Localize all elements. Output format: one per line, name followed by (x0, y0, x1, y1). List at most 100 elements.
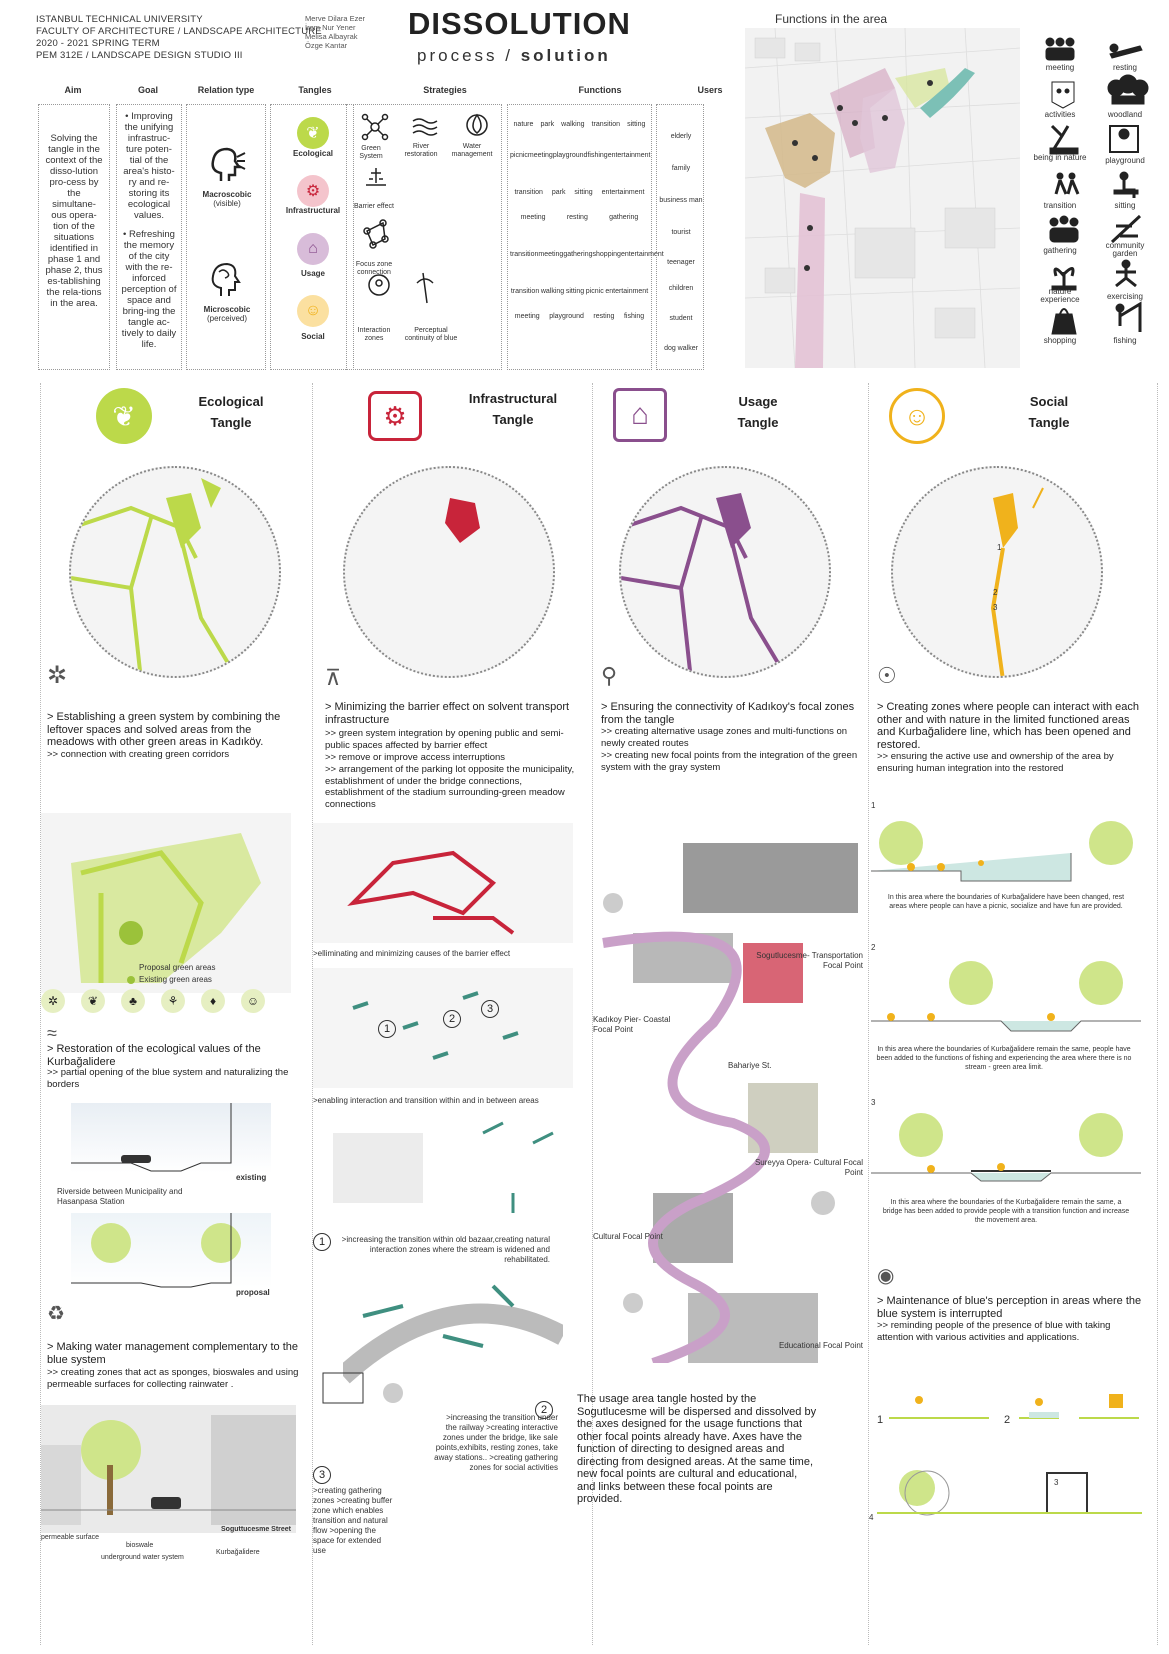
poster-title: DISSOLUTION (408, 6, 631, 41)
ecological-p1-sub: >> connection with creating green corrid… (47, 749, 230, 760)
func-item: sitting (565, 288, 585, 295)
strategy-barrier-effect: Barrier effect (354, 203, 394, 210)
relation-box: Macroscobic (visible) Microscobic (perce… (186, 104, 266, 370)
users-box: elderly family business man tourist teen… (656, 104, 704, 370)
legend-proposal: Proposal green areas (127, 963, 216, 973)
section-3-number: 3 (871, 1098, 876, 1107)
barrier-axonometric (313, 823, 573, 943)
social-section-3 (871, 1105, 1141, 1185)
sprout-icon: ⚘ (161, 989, 185, 1013)
goal-box: • Improving the unifying infrastruc-ture… (116, 104, 182, 370)
tangle-usage: Usage (300, 269, 325, 278)
infrastructural-title-line2: Tangle (492, 412, 534, 427)
focal-point-1: Sogutlucesme- Transportation Focal Point (756, 951, 863, 970)
section-2-text: In this area where the boundaries of Kur… (876, 1046, 1132, 1071)
user-business-man: business man (659, 197, 703, 204)
strategy-green-system: Green System (359, 145, 383, 160)
func-item: fishing (587, 152, 608, 159)
infrastructural-title-line1: Infrastructural (468, 391, 558, 406)
interaction-icon: ☉ (877, 663, 897, 688)
func-item: playground (549, 313, 584, 320)
social-title: Social Tangle (1019, 391, 1079, 433)
strategy-icons (361, 113, 488, 304)
func-item: sitting (574, 189, 593, 196)
social-section-2 (871, 953, 1141, 1033)
social-p1: > Creating zones where people can intera… (877, 701, 1140, 751)
green-system-icon: ✲ (47, 662, 68, 689)
legend-proposal-label: Proposal green areas (139, 963, 216, 972)
tangles-box: ❦ Ecological ⚙ Infrastructural ⌂ Usage ☺… (270, 104, 354, 370)
proposal-label: proposal (236, 1288, 270, 1297)
social-title-line1: Social (1029, 394, 1069, 409)
functions-row: meeting playground resting fishing (510, 313, 649, 320)
blue-marker-3: 3 (1054, 1478, 1059, 1487)
functions-rows: nature park walking transition sitting picni… (508, 105, 664, 324)
social-network-icon: ☺ (889, 388, 945, 444)
header-line: 2020 - 2021 SPRING TERM (36, 38, 160, 49)
functions-row: nature park walking transition sitting (510, 121, 649, 128)
focal-point-2: Kadıkoy Pier- Coastal Focal Point (593, 1015, 671, 1034)
zone-3-marker: 3 (313, 1466, 331, 1484)
ecological-title-line2: Tangle (210, 415, 252, 430)
user-children: children (668, 285, 694, 292)
functions-row: transition walking sitting picnic entertainm… (510, 288, 649, 295)
street-section (41, 1405, 296, 1533)
legend-label-activities: activities (1044, 110, 1076, 119)
user-tourist: tourist (671, 229, 691, 236)
ecological-leaf-icon: ❦ (96, 388, 152, 444)
strategy-water-management: Water management (451, 143, 493, 158)
user-dog-walker: dog walker (664, 345, 698, 352)
blue-marker-4: 4 (869, 1513, 874, 1522)
section-1-text: In this area where the boundaries of Kur… (887, 894, 1125, 910)
func-item: park (551, 189, 566, 196)
focus-connection-icon: ⚲ (601, 663, 618, 688)
interaction-zone-3 (313, 1353, 433, 1443)
social-p2: > Maintenance of blue's perception in ar… (877, 1295, 1142, 1320)
goal-text-1: • Improving the unifying infrastruc-ture… (123, 111, 175, 221)
func-item: walking (540, 288, 565, 295)
strategy-river-restoration: River restoration (404, 143, 438, 158)
marker-1: 1 (378, 1020, 396, 1038)
infrastructural-title: Infrastructural Tangle (463, 388, 563, 430)
func-item: gathering (609, 214, 639, 221)
interaction-zone-2 (336, 1276, 568, 1396)
usage-map (619, 466, 831, 678)
infrastructural-note3: >creating gathering zones >creating buff… (313, 1486, 393, 1555)
relation-macro-sub: (visible) (213, 199, 241, 208)
usage-title: Usage Tangle (728, 391, 788, 433)
strategy-perceptual-continuity: Perceptual continuity of blue (404, 327, 458, 342)
riverside-label: Riverside between Municipality and Hasan… (57, 1187, 183, 1206)
social-column: ☺ Social Tangle 1 2 3 ☉ > Creating zones … (868, 383, 1158, 1645)
func-item: walking (561, 121, 585, 128)
func-item: transition (514, 189, 543, 196)
social-tangle-icon: ☺ (297, 295, 329, 327)
social-p2-sub: >> reminding people of the presence of b… (877, 1320, 1111, 1343)
goal-heading: Goal (137, 85, 158, 95)
func-item: gathering (563, 251, 593, 258)
func-item: meeting (520, 214, 546, 221)
section-3-text: In this area where the boundaries of the… (882, 1199, 1130, 1224)
strategy-interaction-zones: Interaction zones (357, 327, 391, 342)
users-heading: Users (697, 85, 723, 95)
blue-marker-2: 2 (1004, 1414, 1011, 1426)
barrier-icon: ⊼ (325, 665, 342, 690)
social-section-1 (871, 813, 1141, 883)
user-elderly: elderly (670, 133, 692, 140)
microscopic-head-icon (211, 262, 241, 296)
social-map (891, 466, 1103, 678)
legend-label-fishing: fishing (1113, 336, 1137, 345)
ecological-tangle-icon: ❦ (297, 117, 329, 149)
func-item: picnic (510, 152, 528, 159)
header-line: ISTANBUL TECHNICAL UNIVERSITY (36, 14, 203, 25)
func-item: meeting (527, 152, 553, 159)
author-name: Merve Dilara Ezer (305, 14, 366, 23)
ecological-title: Ecological Tangle (191, 391, 271, 433)
blue-marker-1: 1 (877, 1414, 884, 1426)
tangle-ecological: Ecological (292, 149, 333, 158)
green-areas-map (41, 813, 291, 993)
functions-row: meeting resting gathering (510, 214, 649, 221)
author-name: İrem Nur Yener (305, 23, 356, 32)
aim-text: Solving the tangle in the context of the… (45, 133, 103, 309)
legend-label-transition: transition (1043, 201, 1077, 210)
macroscopic-head-icon (211, 147, 246, 181)
